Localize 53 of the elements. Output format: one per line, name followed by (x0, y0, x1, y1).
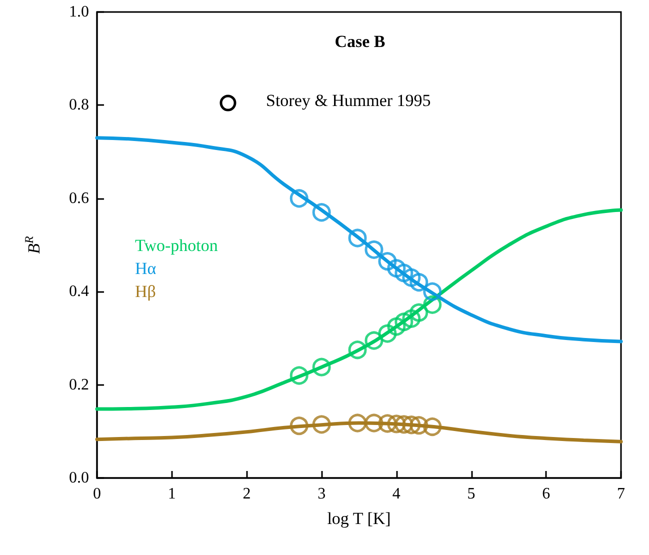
point (423, 417, 442, 436)
point (402, 416, 421, 434)
x-tick-label: 4 (392, 486, 400, 502)
x-tick-label: 6 (542, 486, 550, 502)
point (387, 259, 406, 278)
point (348, 414, 367, 432)
text: Hα (135, 259, 156, 278)
text: Two-photon (135, 236, 218, 255)
point (394, 312, 414, 332)
y-axis-title: BR (22, 235, 44, 254)
x-tick-label: 5 (467, 486, 476, 502)
point (423, 295, 442, 314)
point (378, 324, 397, 343)
y-tick-label: 0.8 (69, 96, 89, 114)
x-axis-title: log T [K] (327, 509, 391, 528)
point (394, 264, 414, 282)
point (402, 268, 421, 287)
text: Hβ (135, 282, 156, 301)
point (290, 366, 308, 385)
point (410, 273, 428, 292)
point (312, 203, 331, 222)
point (290, 416, 308, 436)
line-series (95, 136, 623, 344)
y-tick-label: 0.4 (69, 283, 89, 300)
y-tick-label: 0.2 (69, 376, 89, 394)
point (402, 309, 421, 328)
x-tick-label: 0 (93, 486, 101, 502)
point (378, 414, 397, 433)
point (378, 252, 397, 271)
point (364, 331, 384, 350)
x-tick-label: 1 (168, 486, 176, 502)
point (364, 414, 384, 432)
x-tick-label: 3 (318, 486, 326, 502)
y-tick-label: 0.6 (69, 190, 89, 207)
text: 1.0 (69, 4, 89, 20)
point (348, 340, 367, 360)
text: Case B (334, 32, 386, 51)
x-tick-label: 7 (617, 486, 625, 502)
point (387, 414, 406, 434)
annotation: Storey & Hummer 1995 (266, 91, 431, 110)
line-series (95, 208, 623, 411)
point (423, 282, 442, 301)
point (290, 189, 308, 208)
point (394, 415, 414, 434)
point (348, 228, 367, 248)
text: 0.0 (69, 470, 89, 486)
point (364, 240, 384, 259)
point (312, 358, 331, 376)
point (312, 415, 331, 434)
point (387, 317, 406, 336)
point (410, 303, 428, 322)
x-tick-label: 2 (242, 486, 251, 502)
point (410, 416, 428, 435)
